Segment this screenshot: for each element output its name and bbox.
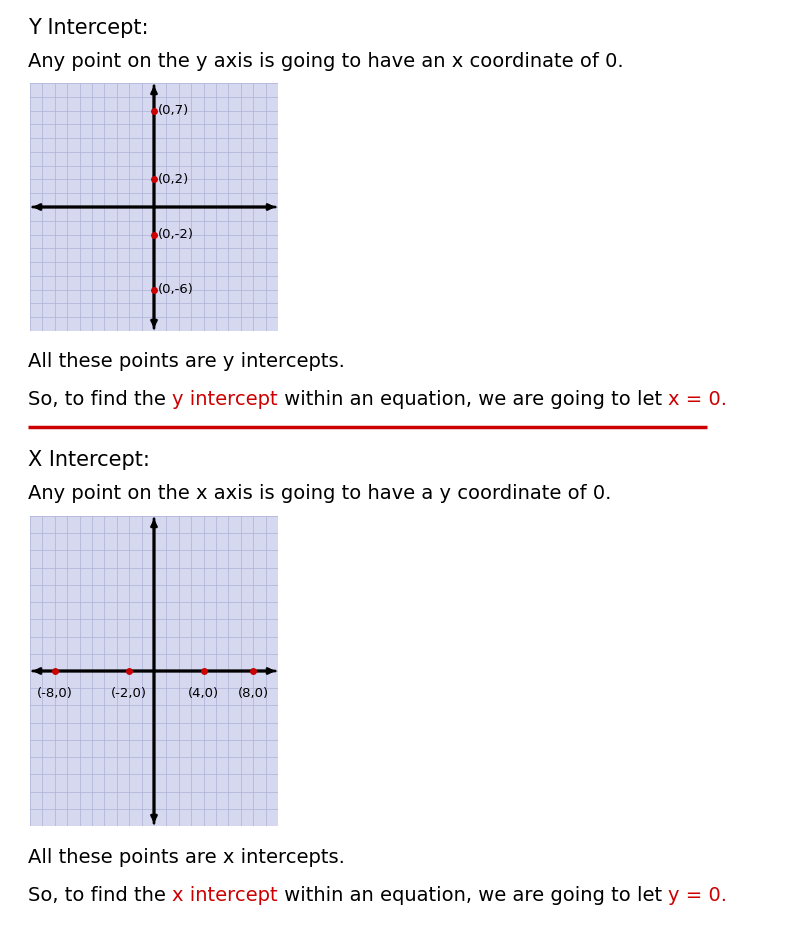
Text: Any point on the x axis is going to have a y coordinate of 0.: Any point on the x axis is going to have… (28, 484, 611, 503)
Text: All these points are y intercepts.: All these points are y intercepts. (28, 352, 345, 371)
Text: y = 0.: y = 0. (668, 886, 727, 905)
Text: All these points are x intercepts.: All these points are x intercepts. (28, 848, 345, 867)
Text: So, to find the: So, to find the (28, 390, 172, 409)
Text: within an equation, we are going to let: within an equation, we are going to let (278, 886, 668, 905)
Text: (0,7): (0,7) (158, 104, 190, 117)
Text: So, to find the: So, to find the (28, 886, 172, 905)
Text: Any point on the y axis is going to have an x coordinate of 0.: Any point on the y axis is going to have… (28, 52, 623, 71)
Text: y intercept: y intercept (172, 390, 278, 409)
Text: x = 0.: x = 0. (668, 390, 727, 409)
Text: (0,-2): (0,-2) (158, 228, 195, 241)
Text: (-8,0): (-8,0) (37, 686, 73, 700)
Text: (-2,0): (-2,0) (111, 686, 147, 700)
Text: (4,0): (4,0) (188, 686, 219, 700)
Text: x intercept: x intercept (172, 886, 278, 905)
Text: Y Intercept:: Y Intercept: (28, 18, 148, 38)
Text: within an equation, we are going to let: within an equation, we are going to let (278, 390, 668, 409)
Text: (8,0): (8,0) (237, 686, 268, 700)
Text: (0,-6): (0,-6) (158, 283, 195, 296)
Text: X Intercept:: X Intercept: (28, 450, 150, 470)
Text: (0,2): (0,2) (158, 173, 190, 186)
